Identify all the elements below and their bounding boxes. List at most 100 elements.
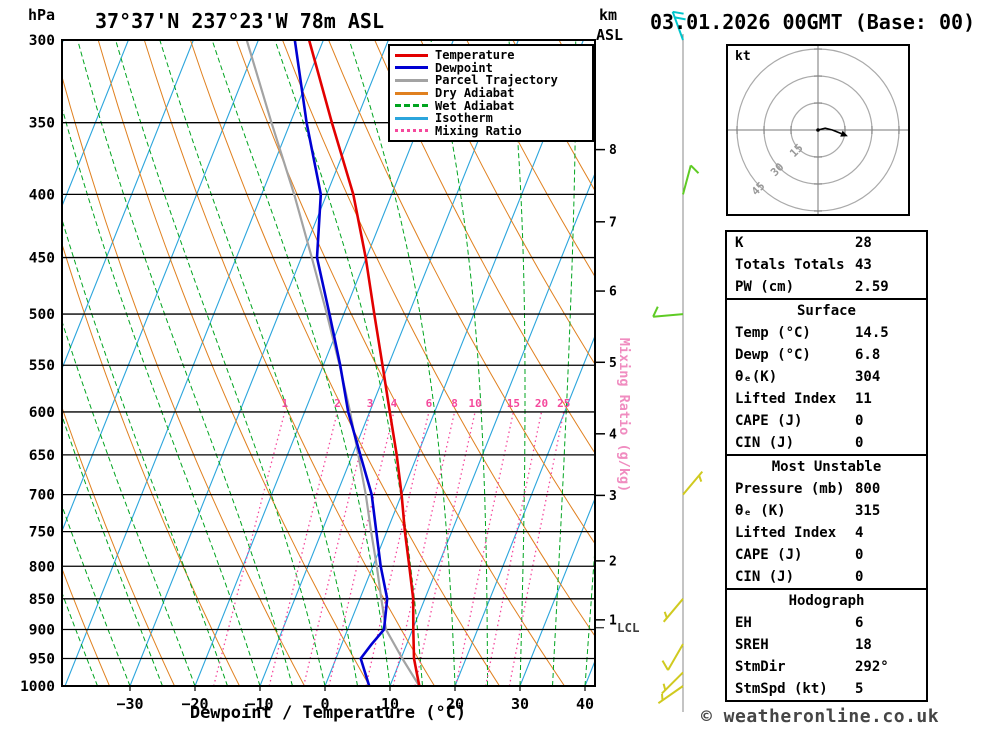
stats-row: CAPE (J) 0 [727, 544, 926, 566]
temperature-curve [307, 40, 421, 686]
mixing-ratio-axis-label: Mixing Ratio (g/kg) [616, 337, 632, 493]
stats-label: θₑ (K) [735, 503, 786, 519]
stats-label: SREH [735, 637, 769, 653]
pressure-tick-label: 700 [29, 488, 55, 504]
mixing-ratio-value-label: 3 [367, 397, 374, 410]
stats-row: Totals Totals 43 [727, 254, 926, 276]
dry-adiabat-line [62, 567, 110, 686]
wet-adiabat-line [62, 414, 163, 686]
isotherm-line [519, 497, 595, 686]
stats-row: CIN (J) 0 [727, 432, 926, 454]
pressure-axis-unit: hPa [28, 6, 56, 24]
stats-section-title: Hodograph [788, 593, 865, 609]
legend-item: Mixing Ratio [395, 125, 592, 138]
km-tick-label: 5 [609, 356, 617, 371]
km-tick-label: 8 [609, 143, 617, 158]
lcl-label: LCL [617, 620, 640, 635]
wet-adiabat-line [62, 504, 131, 686]
stats-section: Most Unstable Pressure (mb) 800 θₑ (K) 315 Li… [725, 454, 928, 590]
legend-swatch-parcel-trajectory [395, 78, 428, 82]
temp-tick-label: −10 [246, 695, 273, 713]
stats-row: Temp (°C) 14.5 [727, 322, 926, 344]
temp-tick-label: 30 [511, 695, 529, 713]
stats-row: θₑ (K) 315 [727, 500, 926, 522]
stats-label: CAPE (J) [735, 547, 803, 563]
km-tick-label: 6 [609, 285, 617, 300]
legend-item: Isotherm [395, 112, 592, 125]
pressure-tick-label: 850 [29, 592, 55, 608]
pressure-tick-label: 650 [29, 448, 55, 464]
legend-item: Temperature [395, 49, 592, 62]
legend-item: Parcel Trajectory [395, 74, 592, 87]
stats-value: 315 [855, 503, 881, 519]
stats-label: Dewp (°C) [735, 347, 811, 363]
stats-row: Pressure (mb) 800 [727, 478, 926, 500]
temp-tick-label: 10 [381, 695, 399, 713]
stats-value: 43 [855, 257, 872, 273]
km-tick-label: 4 [609, 427, 617, 442]
run-datetime: 03.01.2026 00GMT (Base: 00) [650, 10, 976, 34]
isotherm-line [62, 40, 259, 533]
x-axis-label: Dewpoint / Temperature (°C) [189, 703, 467, 723]
isotherm-line [324, 40, 584, 686]
hodograph-unit-label: kt [735, 49, 751, 64]
wet-adiabat-line [62, 106, 261, 686]
stats-label: Temp (°C) [735, 325, 811, 341]
legend-label: Wet Adiabat [435, 98, 515, 113]
pressure-tick-label: 350 [29, 116, 55, 132]
altitude-axis-unit-asl: ASL [596, 26, 624, 44]
legend-item: Dewpoint [395, 62, 592, 75]
wind-barb [682, 470, 704, 496]
stats-section: Hodograph EH 6 SREH 18 StmDir 292° StmSpd (kt) 5 [725, 588, 928, 702]
stats-value: 0 [855, 413, 864, 429]
stats-row: CAPE (J) 0 [727, 410, 926, 432]
wind-barb [661, 671, 684, 695]
stats-table: K 28 Totals Totals 43 PW (cm) 2.59 Surface Temp… [725, 230, 928, 702]
wet-adiabat-line [77, 40, 293, 686]
temp-tick-label: 0 [320, 695, 329, 713]
stats-value: 4 [855, 525, 864, 541]
legend-label: Dry Adiabat [435, 86, 515, 101]
wet-adiabat-line [552, 40, 577, 686]
km-tick-label: 1 [609, 613, 617, 628]
stats-label: Totals Totals [735, 257, 845, 273]
mixing-ratio-value-label: 8 [451, 397, 458, 410]
stats-row: PW (cm) 2.59 [727, 276, 926, 298]
stats-label: θₑ(K) [735, 369, 778, 385]
pressure-tick-label: 450 [29, 251, 55, 267]
isotherm-line [62, 40, 194, 370]
stats-value: 11 [855, 391, 872, 407]
dry-adiabat-line [374, 40, 595, 455]
stats-label: CIN (J) [735, 435, 795, 451]
mixing-ratio-line [508, 411, 565, 686]
stats-value: 304 [855, 369, 881, 385]
stats-row: θₑ(K) 304 [727, 366, 926, 388]
legend-swatch-isotherm [395, 116, 428, 120]
legend-item: Wet Adiabat [395, 99, 592, 112]
temp-tick-label: 20 [446, 695, 464, 713]
wet-adiabat-line [159, 40, 358, 686]
hodograph-ring-label: 45 [749, 180, 768, 199]
dry-adiabat-line [466, 40, 595, 278]
stats-value: 0 [855, 547, 864, 563]
stats-row: CIN (J) 0 [727, 566, 926, 588]
legend-label: Mixing Ratio [435, 123, 522, 138]
hodograph-ring-label: 30 [768, 160, 787, 179]
temp-tick-label: 40 [576, 695, 594, 713]
hodograph-trace [817, 127, 842, 135]
mixing-ratio-value-label: 25 [557, 397, 570, 410]
legend-label: Dewpoint [435, 60, 493, 75]
km-tick-label: 7 [609, 215, 617, 230]
stats-label: Lifted Index [735, 525, 837, 541]
legend-swatch-dry-adiabat [395, 91, 428, 95]
temp-tick-label: −20 [181, 695, 208, 713]
stats-value: 6 [855, 615, 864, 631]
copyright: © weatheronline.co.uk [701, 706, 940, 727]
stats-label: Pressure (mb) [735, 481, 845, 497]
pressure-tick-label: 300 [29, 33, 55, 49]
km-tick-label: 2 [609, 554, 617, 569]
stats-row: Dewp (°C) 6.8 [727, 344, 926, 366]
mixing-ratio-value-label: 15 [507, 397, 520, 410]
pressure-tick-label: 800 [29, 559, 55, 575]
